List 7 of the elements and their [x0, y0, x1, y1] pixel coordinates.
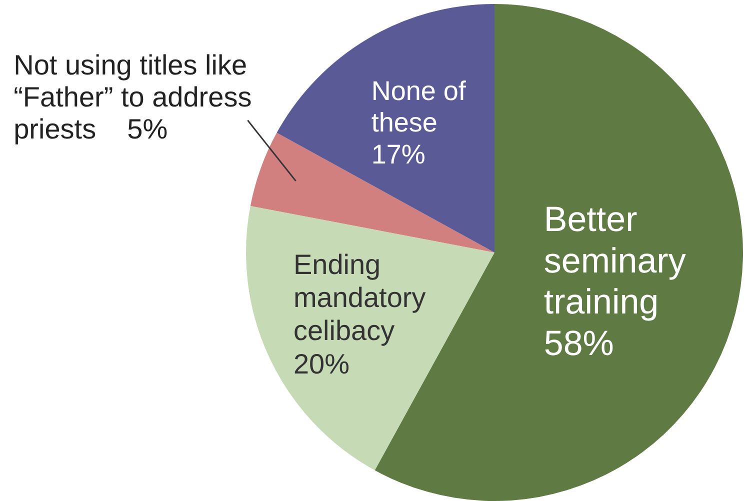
slice-label: Ending mandatory celibacy [293, 249, 426, 346]
slice-label: Not using titles like “Father” to address priests 5% [14, 49, 252, 144]
data-label: 58% [544, 324, 614, 364]
slice-label: Better seminary training [544, 200, 686, 322]
slice-label: None of these [371, 76, 466, 138]
data-label: 17% [371, 139, 426, 170]
data-label: 20% [293, 348, 350, 380]
